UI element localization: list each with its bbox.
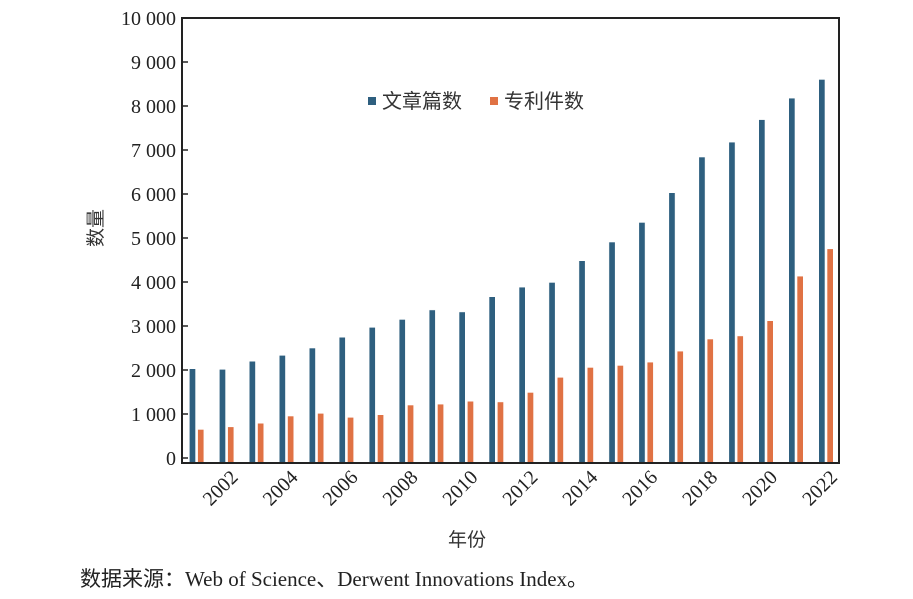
bar-articles-2022 — [818, 79, 826, 464]
x-tick-label: 2004 — [259, 466, 303, 510]
legend-swatch-patents — [490, 97, 498, 105]
bar-patents-2008 — [407, 404, 414, 464]
x-tick-label: 2008 — [379, 466, 423, 510]
x-tick-label: 2002 — [199, 466, 243, 510]
bar-patents-2020 — [766, 320, 774, 464]
bar-patents-2022 — [826, 248, 834, 464]
bar-patents-2018 — [706, 338, 714, 464]
bar-articles-2018 — [698, 156, 706, 464]
bar-articles-2005 — [308, 347, 316, 464]
x-tick-label: 2022 — [798, 466, 842, 510]
x-tick-label: 2018 — [678, 466, 722, 510]
y-tick-label: 9 000 — [131, 52, 176, 74]
legend-swatch-articles — [368, 97, 376, 105]
bar-patents-2004 — [287, 415, 295, 464]
bar-patents-2012 — [526, 392, 534, 464]
bar-patents-2015 — [616, 365, 624, 464]
y-tick-label: 7 000 — [131, 140, 176, 162]
bar-patents-2001 — [197, 429, 205, 464]
legend-label-patents: 专利件数 — [504, 89, 584, 113]
bar-articles-2010 — [458, 311, 466, 464]
bar-patents-2009 — [437, 403, 444, 464]
bar-patents-2006 — [347, 416, 354, 464]
bar-patents-2021 — [796, 275, 804, 464]
bar-patents-2005 — [317, 412, 325, 464]
bar-articles-2001 — [189, 368, 196, 464]
bar-patents-2019 — [736, 335, 744, 464]
bar-articles-2019 — [728, 141, 736, 464]
x-axis-title: 年份 — [448, 529, 486, 551]
bar-patents-2007 — [377, 414, 384, 464]
legend-label-articles: 文章篇数 — [382, 89, 462, 113]
bar-articles-2004 — [278, 354, 286, 464]
bar-chart: 0 1 000 2 000 3 000 4 000 5 000 6 000 7 000 8 00… — [85, 8, 842, 551]
bar-patents-2011 — [496, 401, 504, 464]
bars-group — [189, 79, 834, 464]
bar-articles-2017 — [668, 192, 676, 464]
x-tick-label: 2020 — [738, 466, 782, 510]
bar-articles-2016 — [638, 222, 646, 464]
bar-articles-2015 — [608, 241, 616, 464]
bar-articles-2013 — [548, 282, 556, 464]
y-tick-label: 6 000 — [131, 184, 176, 206]
y-tick-label: 1 000 — [131, 404, 176, 426]
y-axis-ticks: 0 1 000 2 000 3 000 4 000 5 000 6 000 7 000 8 00… — [121, 8, 188, 470]
y-tick-label: 5 000 — [131, 228, 176, 250]
bar-articles-2006 — [338, 336, 346, 464]
y-axis-title: 数量 — [85, 209, 107, 247]
bar-articles-2007 — [368, 326, 376, 464]
legend: 文章篇数 专利件数 — [368, 89, 584, 113]
y-tick-label: 10 000 — [121, 8, 176, 30]
bar-patents-2016 — [646, 361, 654, 464]
bar-articles-2009 — [428, 309, 436, 464]
x-tick-label: 2010 — [438, 466, 482, 510]
plot-area-frame — [181, 17, 840, 464]
bar-patents-2002 — [227, 426, 235, 464]
bar-articles-2008 — [398, 319, 406, 464]
bar-patents-2014 — [586, 367, 594, 464]
source-note: 数据来源：Web of Science、Derwent Innovations … — [80, 567, 589, 591]
x-tick-label: 2006 — [319, 466, 363, 510]
x-tick-label: 2012 — [498, 466, 542, 510]
bar-patents-2017 — [676, 350, 684, 464]
x-tick-label: 2016 — [618, 466, 662, 510]
y-tick-label: 2 000 — [131, 360, 176, 382]
bar-articles-2003 — [248, 360, 256, 464]
y-tick-label: 8 000 — [131, 96, 176, 118]
x-tick-label: 2014 — [558, 466, 602, 510]
bar-articles-2021 — [788, 97, 796, 464]
y-tick-label: 4 000 — [131, 272, 176, 294]
y-tick-label: 3 000 — [131, 316, 176, 338]
x-axis-ticks: 2002 2004 2006 2008 2010 2012 2014 2016 2018 2020… — [199, 466, 842, 510]
y-tick-label: 0 — [166, 448, 176, 470]
bar-articles-2002 — [219, 368, 226, 464]
bar-articles-2011 — [488, 296, 496, 464]
bar-articles-2020 — [758, 119, 766, 464]
bar-patents-2013 — [556, 376, 564, 464]
bar-patents-2010 — [466, 400, 474, 464]
bar-patents-2003 — [257, 422, 265, 464]
bar-articles-2014 — [578, 260, 586, 464]
bar-articles-2012 — [518, 286, 526, 464]
